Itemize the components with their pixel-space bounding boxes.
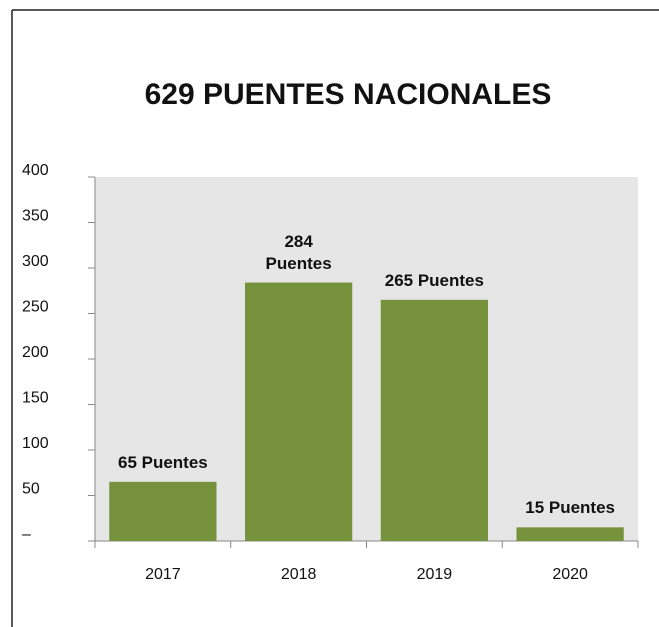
x-tick-label: 2017	[145, 566, 181, 583]
y-tick-label: 100	[22, 435, 49, 452]
bar	[516, 527, 624, 541]
bar	[109, 481, 217, 541]
plot-area	[95, 177, 638, 541]
value-label: 15 Puentes	[525, 498, 615, 518]
y-tick-label: 250	[22, 299, 49, 316]
y-tick-label: 350	[22, 208, 49, 225]
x-tick-label: 2018	[281, 566, 317, 583]
value-label: 265 Puentes	[384, 270, 484, 290]
y-tick-label: 400	[22, 162, 49, 179]
y-tick-label: 50	[22, 481, 40, 498]
value-label: 65 Puentes	[117, 452, 208, 472]
bar	[245, 282, 353, 541]
bar	[380, 299, 488, 541]
y-tick-label: 150	[22, 390, 49, 407]
x-tick-label: 2020	[552, 566, 588, 583]
y-tick-label: –	[22, 526, 31, 543]
value-label: 284 Puentes	[265, 231, 332, 273]
x-tick-label: 2019	[417, 566, 453, 583]
y-tick-label: 300	[22, 253, 49, 270]
y-tick-label: 200	[22, 344, 49, 361]
chart-title: 629 PUENTES NACIONALES	[145, 78, 552, 111]
